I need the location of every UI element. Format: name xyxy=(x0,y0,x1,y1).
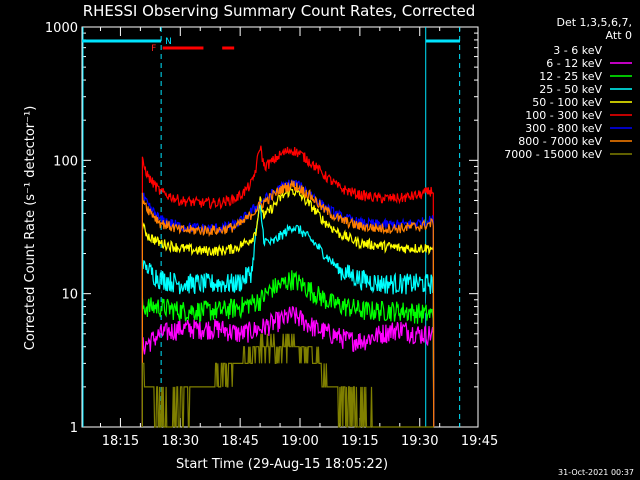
legend-label: 800 - 7000 keV xyxy=(518,135,602,148)
legend-label: 6 - 12 keV xyxy=(546,57,602,70)
series-line-2 xyxy=(141,270,435,428)
x-tick-label: 18:15 xyxy=(102,434,139,449)
y-tick-label: 10 xyxy=(61,288,78,303)
series-line-3 xyxy=(141,203,435,428)
legend-label: 300 - 800 keV xyxy=(525,122,602,135)
legend-label: 50 - 100 keV xyxy=(532,96,602,109)
x-tick-label: 19:00 xyxy=(281,434,318,449)
legend-label: 3 - 6 keV xyxy=(553,44,602,57)
x-tick-label: 19:15 xyxy=(341,434,378,449)
series-line-8 xyxy=(141,333,434,428)
legend-label: 7000 - 15000 keV xyxy=(504,148,602,161)
series-line-4 xyxy=(141,186,435,428)
x-tick-label: 19:45 xyxy=(461,434,498,449)
legend-header: Att 0 xyxy=(606,29,632,42)
x-axis-label: Start Time (29-Aug-15 18:05:22) xyxy=(176,457,388,472)
plot-timestamp: 31-Oct-2021 00:37 xyxy=(558,468,634,477)
y-tick-label: 100 xyxy=(53,154,78,169)
y-axis-label: Corrected Count Rate (s⁻¹ detector⁻¹) xyxy=(23,106,38,351)
legend-label: 100 - 300 keV xyxy=(525,109,602,122)
x-tick-label: 18:45 xyxy=(221,434,258,449)
series-line-7 xyxy=(141,180,435,428)
plot-area: 1 10 100 1000 18:15 18:30 18:45 19:00 19:15 19:30… xyxy=(45,21,498,449)
y-tick-label: 1000 xyxy=(45,21,78,36)
series-line-5 xyxy=(141,145,435,428)
legend-header: Det 1,3,5,6,7, xyxy=(556,16,632,29)
x-tick-label: 19:30 xyxy=(401,434,438,449)
series-line-1 xyxy=(141,306,435,428)
chart-title: RHESSI Observing Summary Count Rates, Co… xyxy=(83,2,476,20)
night-flag-label: N xyxy=(165,37,172,47)
legend-label: 25 - 50 keV xyxy=(539,83,602,96)
y-tick-label: 1 xyxy=(70,421,78,436)
flare-flag-label: F xyxy=(151,44,156,54)
legend-label: 12 - 25 keV xyxy=(539,70,602,83)
x-tick-label: 18:30 xyxy=(162,434,199,449)
